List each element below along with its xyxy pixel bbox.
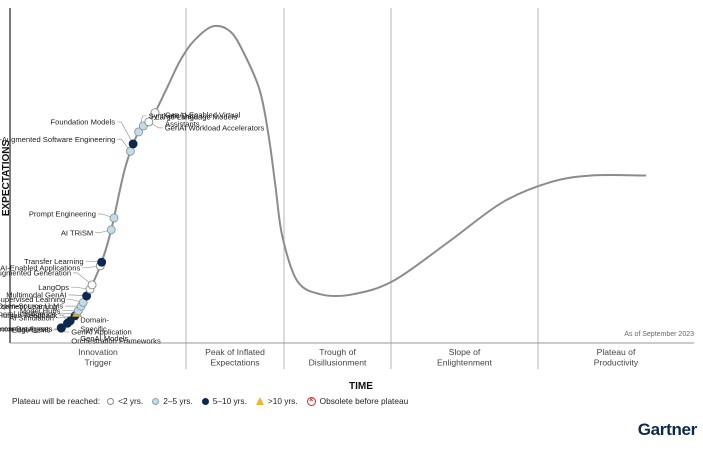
label-tech-13: Retrieval Augmented Generation xyxy=(0,269,71,278)
y-axis-title: EXPECTATIONS xyxy=(1,140,12,217)
legend-item-lt2: <2 yrs. xyxy=(107,396,143,406)
label-tech-9: Open-Source LLMs xyxy=(0,302,63,311)
label-tech-15: Transfer Learning xyxy=(24,257,84,266)
label-tech-17: Prompt Engineering xyxy=(29,210,96,219)
x-axis-title: TIME xyxy=(349,381,373,392)
marker-tech-13 xyxy=(87,280,97,290)
label-tech-7: Artificial General Intelligence xyxy=(0,309,56,318)
phase-label: Peak of Inflated Expectations xyxy=(205,347,265,368)
legend-item-gt10: >10 yrs. xyxy=(255,396,298,406)
light-dot-icon xyxy=(152,397,160,405)
legend-item-2-5: 2–5 yrs. xyxy=(152,396,193,406)
triangle-icon xyxy=(255,397,264,405)
marker-tech-18 xyxy=(125,146,135,156)
technology-markers xyxy=(52,108,164,333)
label-tech-6: AI Simulation xyxy=(9,313,54,322)
label-tech-4: Reinforcement LearningFrom Human Feedbac… xyxy=(0,302,58,320)
marker-tech-3 xyxy=(56,323,66,333)
phase-label: Plateau of Productivity xyxy=(594,347,639,368)
label-tech-20: Synthetic Data xyxy=(149,112,199,121)
label-tech-18: AI-Augmented Software Engineering xyxy=(0,135,115,144)
legend-label-5-10: 5–10 yrs. xyxy=(212,396,247,406)
label-tech-12: LangOps xyxy=(38,283,69,292)
label-tech-22: GenAI Workload Accelerators xyxy=(165,123,265,132)
label-tech-10: Self-Supervised Learning xyxy=(0,295,65,304)
legend-item-obsolete: × Obsolete before plateau xyxy=(306,396,409,406)
legend: Plateau will be reached: <2 yrs. 2–5 yrs… xyxy=(12,396,417,406)
label-tech-2: Autonomous Agents xyxy=(0,325,52,334)
leader-line xyxy=(68,294,87,297)
as-of-note: As of September 2023 xyxy=(624,331,694,338)
phase-label: Trough of Disillusionment xyxy=(309,347,367,368)
label-tech-11: Multimodal GenAI xyxy=(6,291,66,300)
leader-line xyxy=(58,312,78,315)
marker-tech-23 xyxy=(150,108,160,118)
leader-line xyxy=(82,265,101,269)
legend-title: Plateau will be reached: xyxy=(12,396,101,406)
label-tech-3: Vector Databases xyxy=(0,325,52,334)
label-tech-19: Foundation Models xyxy=(51,118,116,127)
marker-tech-16 xyxy=(106,225,116,235)
marker-tech-17 xyxy=(109,213,119,223)
legend-item-5-10: 5–10 yrs. xyxy=(201,396,247,406)
label-tech-23: GenAI-Enabled Virtual Assistants xyxy=(165,110,241,128)
marker-tech-22 xyxy=(144,117,154,127)
gartner-logo: Gartner xyxy=(637,420,698,439)
leader-line xyxy=(73,272,93,286)
phase-label: Innovation Trigger xyxy=(78,347,118,368)
dark-dot-icon xyxy=(201,397,209,405)
marker-tech-15 xyxy=(97,257,107,267)
marker-tech-20 xyxy=(134,127,144,137)
label-tech-14: Generative AI-Enabled Applications xyxy=(0,263,80,272)
label-tech-5: Domain-Specific GenAI Models xyxy=(80,316,128,343)
chart-text: Innovation Trigger Peak of Inflated Expecta… xyxy=(0,110,694,392)
chart-frame xyxy=(9,8,694,369)
label-tech-16: AI TRiSM xyxy=(61,228,93,237)
marker-tech-19 xyxy=(128,139,138,149)
white-dot-icon xyxy=(107,397,115,405)
leader-line xyxy=(71,286,91,290)
legend-label-2-5: 2–5 yrs. xyxy=(163,396,193,406)
label-tech-21: Large Language Models xyxy=(155,113,237,122)
label-tech-8: Model Hubs xyxy=(20,306,61,315)
legend-label-obsolete: Obsolete before plateau xyxy=(319,396,409,406)
leader-line xyxy=(55,315,76,319)
label-tech-0: Edge LLMs xyxy=(12,326,51,335)
hype-curve xyxy=(60,24,647,329)
legend-label-lt2: <2 yrs. xyxy=(118,396,144,406)
label-tech-1: GenAI Application Orchestration Framework… xyxy=(71,328,161,346)
leader-line xyxy=(117,121,134,145)
phase-label: Slope of Enlightenment xyxy=(437,347,493,368)
legend-label-gt10: >10 yrs. xyxy=(267,396,298,406)
leader-line xyxy=(117,138,131,152)
obsolete-x-icon: × xyxy=(306,396,316,406)
